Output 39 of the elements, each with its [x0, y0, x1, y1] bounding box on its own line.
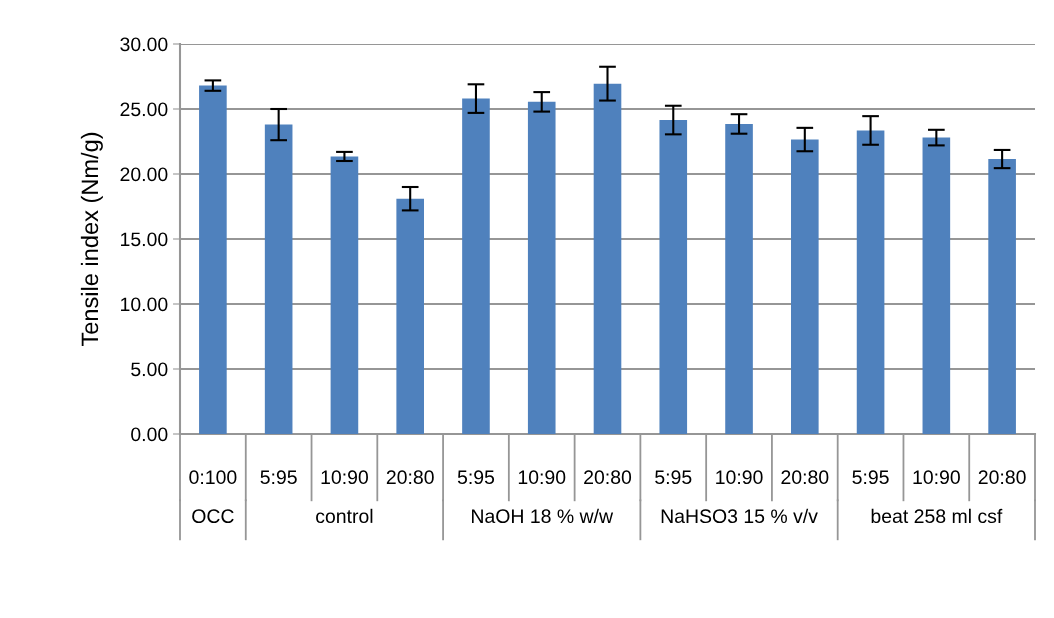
bar	[330, 156, 359, 434]
y-tick-label: 20.00	[120, 167, 168, 182]
x-tick-label: 20:80	[781, 470, 829, 485]
text: beat 258 ml csf	[871, 508, 1003, 524]
x-tick-label: 10:90	[913, 470, 960, 485]
y-tick-label: 10.00	[121, 297, 168, 312]
bar	[856, 130, 885, 434]
x-tick-label: 10:90	[518, 470, 566, 485]
x-tick-label: 20:80	[386, 470, 434, 485]
y-tick-label: 30.00	[120, 37, 168, 52]
x-tick-label: 0:100	[189, 470, 237, 485]
bar	[791, 139, 819, 434]
x-tick-label: 5:95	[260, 470, 297, 485]
x-tick-label: 20:80	[978, 470, 1026, 485]
bar	[725, 123, 753, 434]
y-tick-label: 5.00	[131, 362, 168, 377]
bar	[988, 159, 1016, 434]
y-tick-label: 0.00	[131, 427, 168, 442]
bar	[396, 198, 424, 434]
bar	[593, 83, 622, 434]
bar	[462, 98, 490, 434]
y-tick-label: 15.00	[121, 232, 168, 247]
x-tick-label: 10:90	[716, 470, 763, 485]
x-tick-label: 5:95	[457, 470, 495, 485]
bar	[659, 120, 688, 434]
bar	[527, 101, 556, 434]
x-tick-label: 10:90	[321, 470, 368, 485]
y-tick-label: 25.00	[120, 102, 168, 117]
bar	[199, 85, 227, 434]
x-tick-label: 5:95	[655, 470, 692, 485]
x-tick-label: 5:95	[852, 470, 889, 485]
text: OCC	[192, 509, 234, 524]
bar	[922, 137, 951, 434]
x-tick-label: 20:80	[584, 470, 632, 485]
bar	[264, 124, 293, 434]
text: control	[316, 508, 373, 524]
text: NaOH 18 % w/w	[472, 508, 614, 524]
text: NaHSO3 15 % v/v	[661, 508, 818, 524]
y-axis-title: Tensile index (Nm/g)	[80, 132, 103, 347]
